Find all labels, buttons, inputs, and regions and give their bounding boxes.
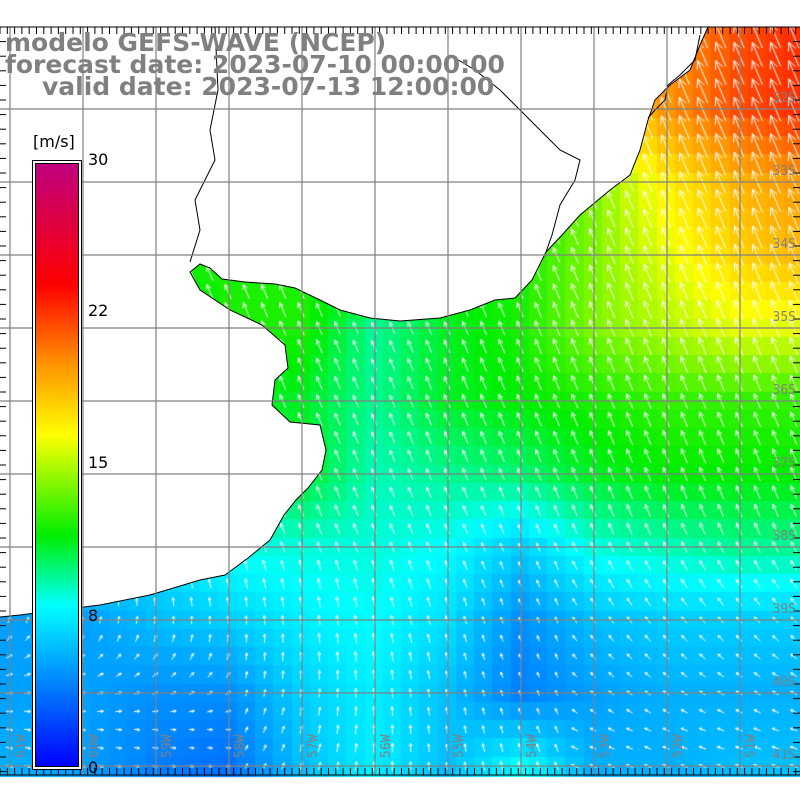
latitude-label: 36S — [772, 383, 796, 398]
latitude-label: 41S — [772, 748, 796, 763]
colorbar-gradient — [35, 163, 79, 767]
latitude-label: 32S — [772, 91, 796, 106]
coastline — [0, 26, 709, 618]
latitude-label: 38S — [772, 529, 796, 544]
latitude-label: 40S — [772, 675, 796, 690]
longitude-label: 52W — [671, 734, 686, 758]
graticule — [0, 27, 800, 775]
latitude-label: 37S — [772, 456, 796, 471]
latitude-label: 39S — [772, 602, 796, 617]
longitude-label: 54W — [525, 734, 540, 758]
colorbar — [32, 160, 82, 770]
title-model: modelo GEFS-WAVE (NCEP) — [5, 28, 387, 57]
colorbar-label-8: 8 — [88, 606, 99, 625]
longitude-label: 51W — [744, 734, 759, 758]
latitude-label: 33S — [772, 164, 796, 179]
longitude-label: 61W — [14, 734, 29, 758]
longitude-label: 53W — [598, 734, 613, 758]
longitude-label: 59W — [160, 734, 175, 758]
colorbar-unit: [m/s] — [33, 132, 75, 151]
border-line — [449, 54, 581, 253]
colorbar-label-30: 30 — [88, 150, 109, 169]
title-valid-date: valid date: 2023-07-13 12:00:00 — [42, 72, 495, 101]
longitude-label: 58W — [233, 734, 248, 758]
longitude-label: 57W — [306, 734, 321, 758]
river-border-line — [189, 26, 219, 263]
longitude-label: 60W — [87, 734, 102, 758]
latitude-label: 34S — [772, 237, 796, 252]
title-forecast-date: forecast date: 2023-07-10 00:00:00 — [5, 50, 505, 79]
frame-ticks — [0, 26, 800, 776]
land-mask — [0, 27, 708, 617]
colorbar-label-15: 15 — [88, 453, 109, 472]
longitude-label: 55W — [452, 734, 467, 758]
colorbar-label-22: 22 — [88, 301, 109, 320]
latitude-label: 35S — [772, 310, 796, 325]
colorbar-label-0: 0 — [88, 758, 99, 777]
longitude-label: 56W — [379, 734, 394, 758]
lagoon-line — [647, 34, 701, 119]
